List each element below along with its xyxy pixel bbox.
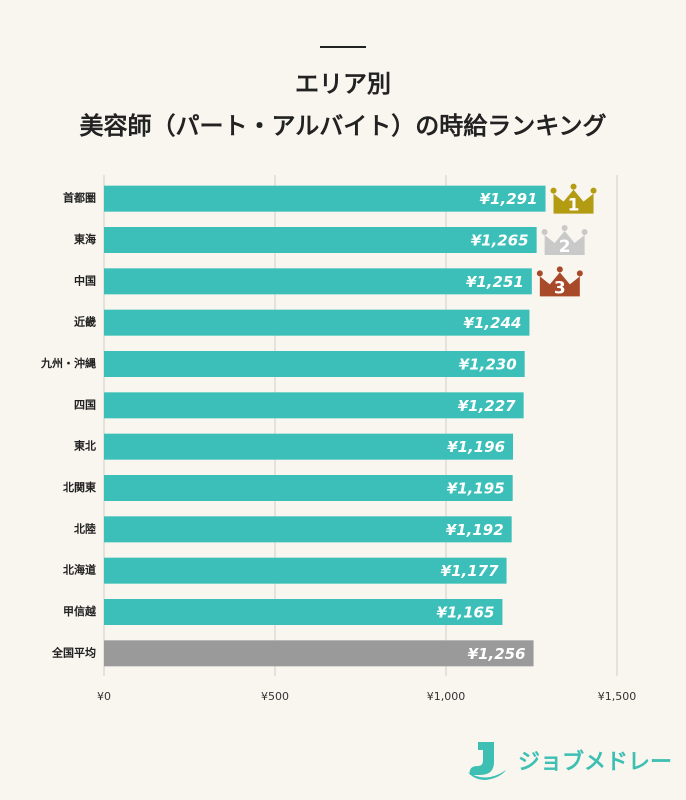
bar bbox=[104, 599, 503, 625]
y-tick-label: 首都圏 bbox=[63, 191, 96, 205]
bar bbox=[104, 351, 525, 377]
value-label: ¥1,192 bbox=[446, 521, 504, 539]
bar bbox=[104, 557, 507, 584]
value-label: ¥1,230 bbox=[459, 356, 517, 374]
logo-text: ジョブメドレー bbox=[518, 749, 672, 775]
y-tick-label: 北陸 bbox=[74, 521, 96, 535]
rank-crown bbox=[539, 272, 580, 297]
y-tick-label: 甲信越 bbox=[63, 604, 97, 618]
bar bbox=[104, 392, 524, 419]
crown-jewel bbox=[556, 266, 563, 273]
y-tick-label: 東海 bbox=[74, 232, 96, 246]
x-tick-label: ¥1,500 bbox=[598, 690, 637, 703]
bar bbox=[104, 516, 512, 543]
y-tick-label: 近畿 bbox=[74, 315, 96, 329]
value-label: ¥1,227 bbox=[458, 397, 516, 415]
crown-jewel bbox=[536, 270, 543, 277]
crown-jewel bbox=[576, 270, 583, 277]
crown-jewel bbox=[561, 225, 568, 231]
rank-number: 2 bbox=[559, 237, 571, 257]
value-label: ¥1,195 bbox=[447, 480, 505, 498]
bar bbox=[104, 227, 537, 253]
rank-number: 1 bbox=[568, 196, 580, 216]
value-label: ¥1,265 bbox=[471, 232, 529, 250]
rank-crown bbox=[544, 231, 585, 255]
value-label: ¥1,256 bbox=[468, 645, 526, 663]
value-label: ¥1,196 bbox=[447, 438, 505, 456]
crown-jewel bbox=[581, 229, 588, 235]
value-label: ¥1,251 bbox=[466, 273, 524, 291]
crown-jewel bbox=[541, 229, 548, 235]
y-tick-label: 四国 bbox=[74, 398, 96, 411]
logo-icon bbox=[468, 770, 506, 780]
rank-number: 3 bbox=[554, 278, 566, 298]
chart-title: エリア別 bbox=[295, 70, 391, 98]
bar bbox=[104, 185, 546, 212]
crown-jewel bbox=[570, 183, 577, 190]
crown-jewel bbox=[550, 187, 557, 194]
value-label: ¥1,291 bbox=[480, 190, 538, 208]
x-tick-label: ¥1,000 bbox=[427, 690, 466, 703]
y-tick-label: 北関東 bbox=[63, 480, 97, 494]
x-tick-label: ¥500 bbox=[261, 690, 289, 703]
bar bbox=[104, 268, 532, 295]
y-tick-label: 東北 bbox=[74, 439, 96, 453]
crown-jewel bbox=[590, 187, 597, 194]
rank-crown bbox=[553, 189, 594, 214]
y-tick-label: 全国平均 bbox=[51, 645, 96, 659]
y-tick-label: 中国 bbox=[74, 273, 96, 287]
logo-icon bbox=[469, 742, 494, 775]
bar bbox=[104, 475, 513, 501]
value-label: ¥1,244 bbox=[464, 314, 522, 332]
y-tick-label: 北海道 bbox=[63, 563, 96, 577]
bar bbox=[104, 433, 514, 460]
chart-title: 美容師（パート・アルバイト）の時給ランキング bbox=[79, 112, 606, 140]
y-tick-label: 九州・沖縄 bbox=[40, 356, 96, 370]
value-label: ¥1,177 bbox=[441, 562, 499, 580]
bar bbox=[104, 640, 534, 667]
x-tick-label: ¥0 bbox=[97, 690, 111, 703]
value-label: ¥1,165 bbox=[437, 604, 495, 622]
bar bbox=[104, 309, 530, 336]
